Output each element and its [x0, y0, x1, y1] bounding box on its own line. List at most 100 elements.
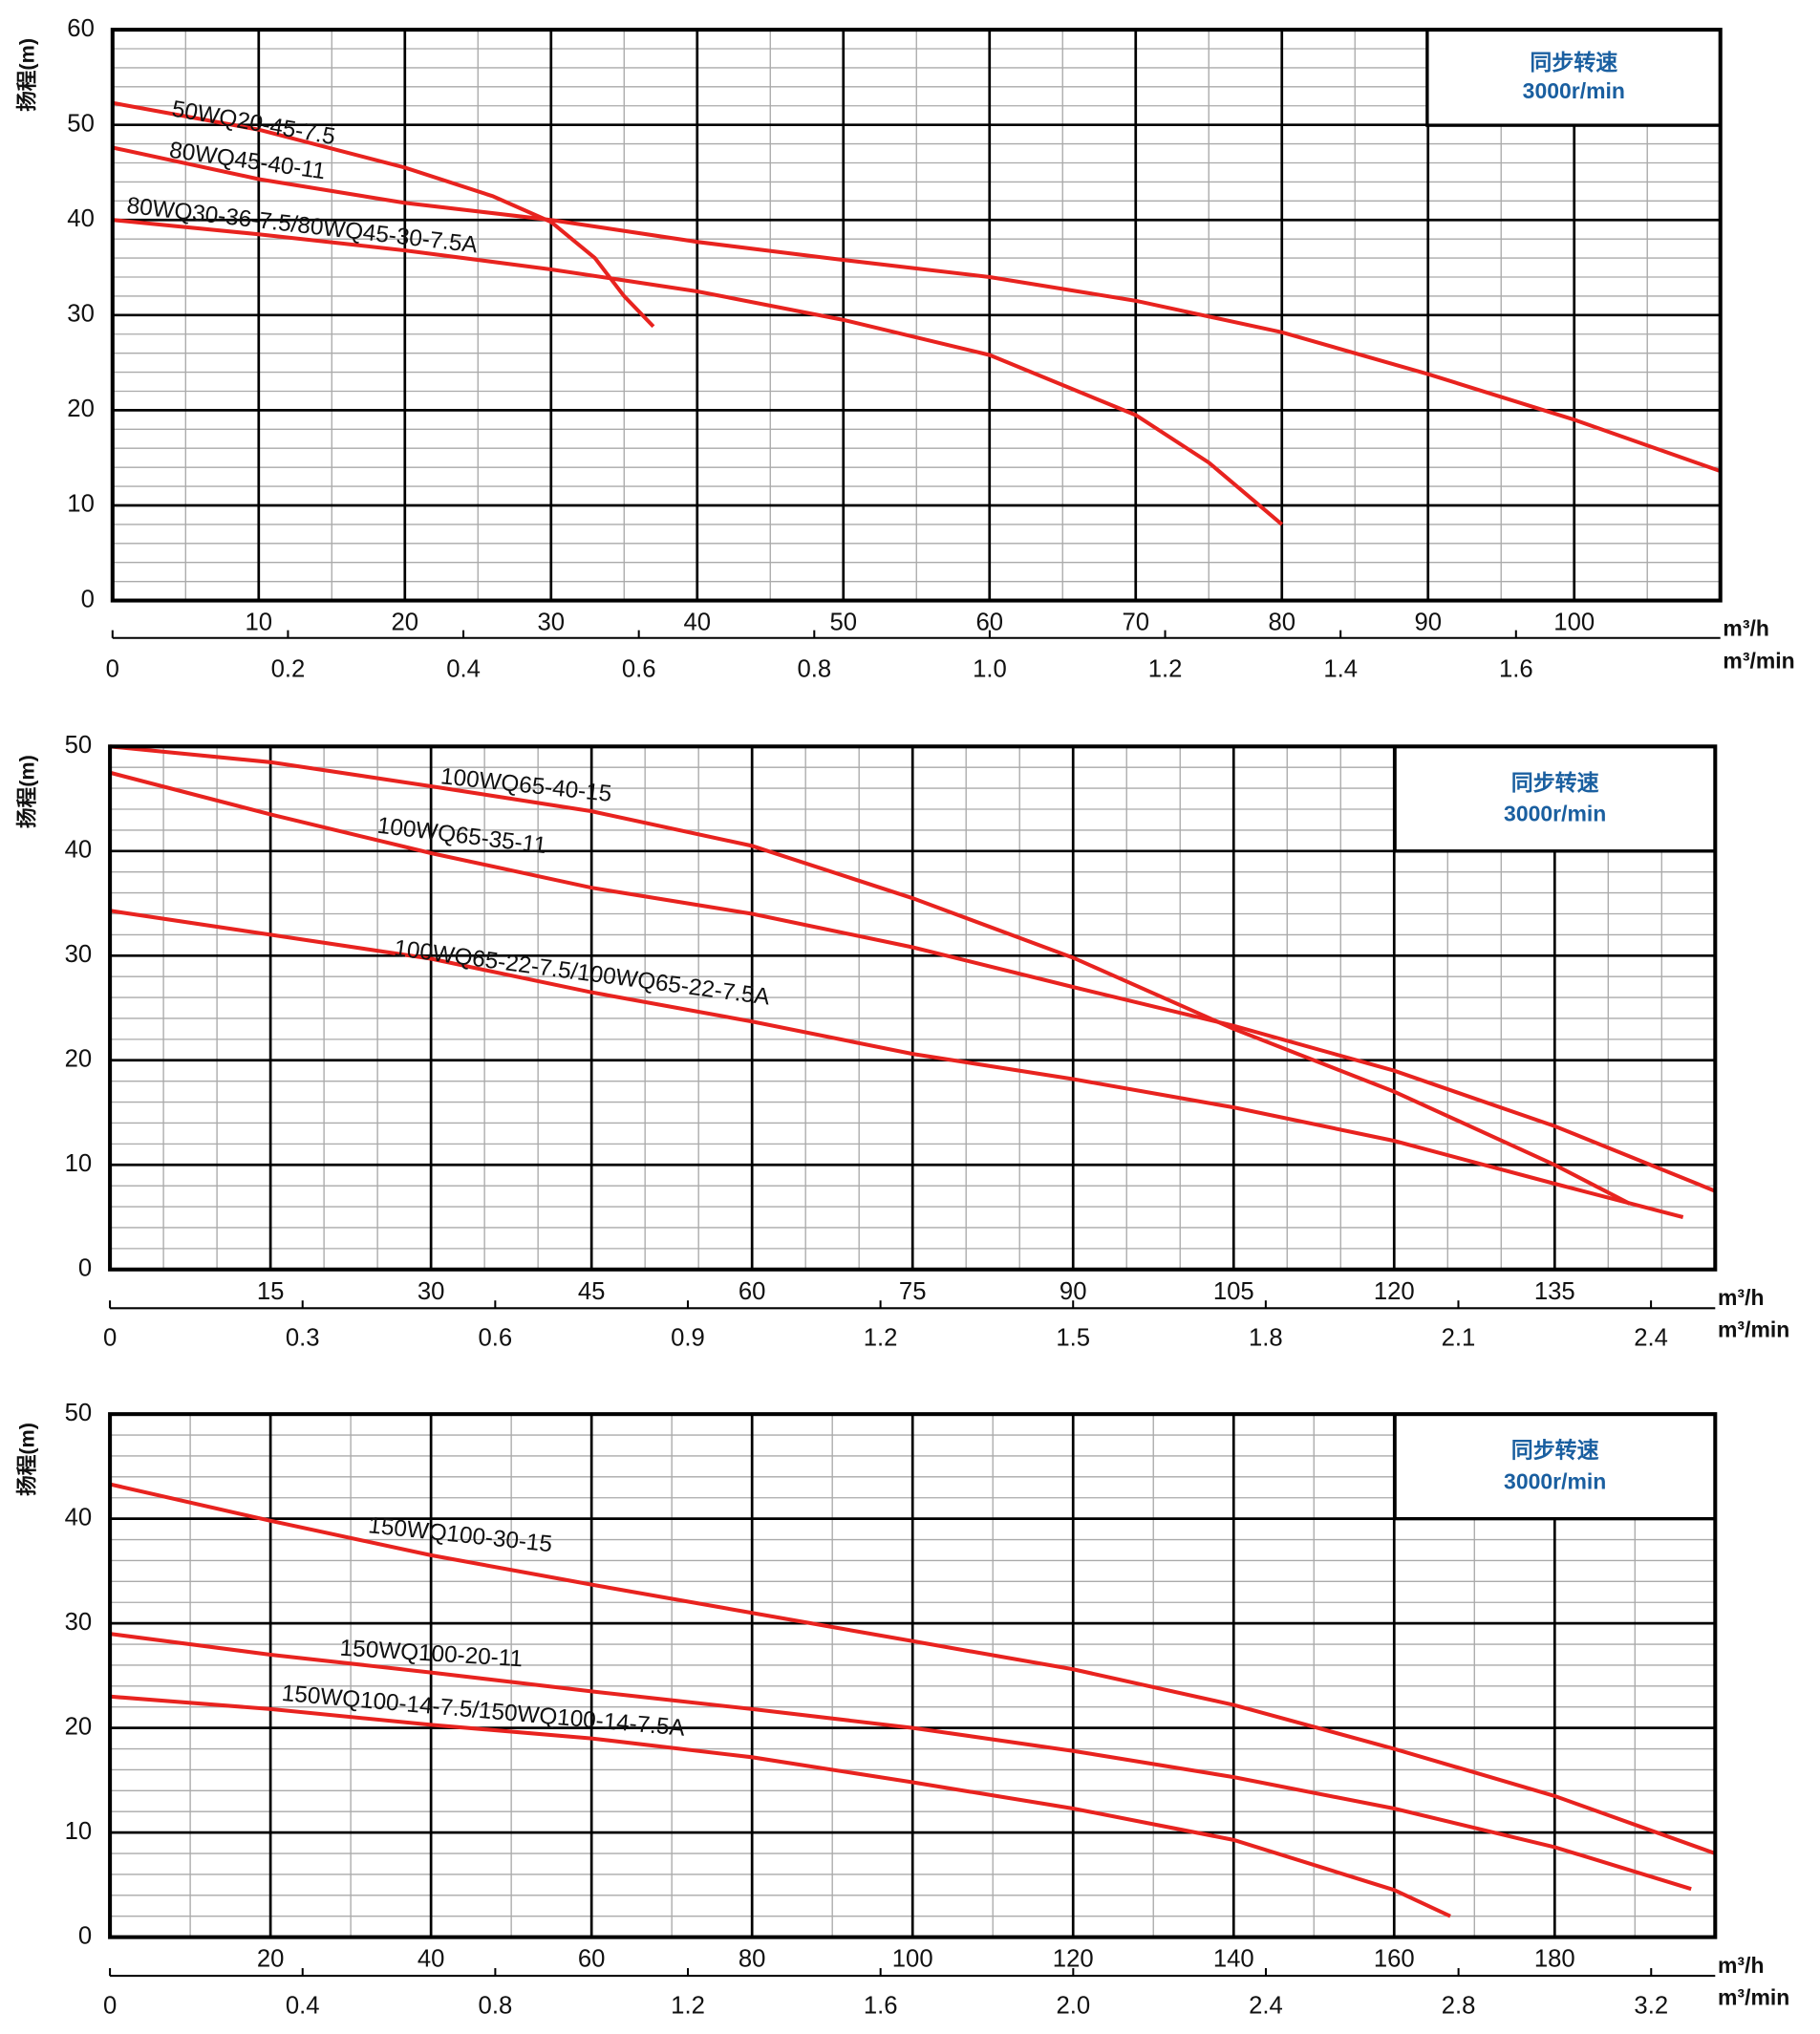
- x-tick-label: 120: [1374, 1278, 1415, 1305]
- pump-curve: [109, 1482, 1716, 1855]
- x-tick-label: 100: [1553, 610, 1595, 636]
- y-tick-label: 0: [78, 1922, 92, 1949]
- x2-tick-label: 1.0: [973, 655, 1007, 682]
- plot-border: [110, 28, 1723, 603]
- x-axis-unit: m³/h: [1718, 1285, 1764, 1310]
- x2-tick-label: 0.2: [271, 655, 306, 682]
- pump-curve: [109, 909, 1684, 1219]
- x-tick-label: 20: [392, 610, 419, 636]
- pump-curve: [112, 218, 1284, 526]
- chart-panel: 同步转速3000r/min100WQ65-40-15100WQ65-35-111…: [15, 732, 1790, 1351]
- x-tick-label: 30: [537, 610, 565, 636]
- x-axis-unit: m³/h: [1723, 616, 1768, 641]
- x2-tick-label: 2.1: [1442, 1325, 1476, 1352]
- y-tick-label: 0: [78, 1255, 92, 1282]
- x2-axis-unit: m³/min: [1718, 1317, 1789, 1342]
- y-tick-label: 10: [65, 1150, 93, 1177]
- pump-curve: [109, 744, 1631, 1206]
- x2-tick-label: 0: [103, 1325, 117, 1352]
- x2-tick-label: 1.8: [1249, 1325, 1283, 1352]
- x2-tick-label: 0.9: [671, 1325, 705, 1352]
- note-text: 同步转速: [1511, 770, 1599, 795]
- x-axis-unit: m³/h: [1718, 1953, 1764, 1978]
- x-tick-label: 60: [739, 1278, 766, 1305]
- x-tick-label: 50: [829, 610, 857, 636]
- pump-curve: [109, 1694, 1451, 1918]
- chart-panel: 同步转速3000r/min150WQ100-30-15150WQ100-20-1…: [15, 1400, 1790, 2019]
- pump-curve: [109, 770, 1717, 1193]
- note-text: 3000r/min: [1523, 78, 1625, 103]
- x2-tick-label: 0.6: [622, 655, 656, 682]
- y-tick-label: 50: [65, 732, 93, 759]
- pump-curve: [112, 145, 1722, 474]
- x-tick-label: 100: [892, 1946, 933, 1973]
- x2-tick-label: 2.4: [1249, 1992, 1283, 2019]
- y-tick-label: 40: [67, 205, 95, 232]
- x2-tick-label: 2.8: [1442, 1992, 1476, 2019]
- x2-axis-unit: m³/min: [1718, 1985, 1789, 2010]
- x2-tick-label: 3.2: [1634, 1992, 1668, 2019]
- y-axis-label: 扬程(m): [15, 38, 39, 112]
- y-tick-label: 20: [65, 1046, 93, 1073]
- y-axis-label: 扬程(m): [15, 1423, 39, 1496]
- x-tick-label: 70: [1122, 610, 1149, 636]
- pump-curve: [109, 1632, 1692, 1892]
- x2-tick-label: 0.8: [797, 655, 831, 682]
- x2-tick-label: 1.4: [1323, 655, 1358, 682]
- y-tick-label: 50: [65, 1400, 93, 1426]
- y-tick-label: 20: [65, 1713, 93, 1740]
- y-tick-label: 10: [67, 491, 95, 518]
- note-text: 同步转速: [1511, 1438, 1599, 1463]
- y-tick-label: 40: [65, 837, 93, 864]
- x2-tick-label: 1.6: [1499, 655, 1533, 682]
- x-tick-label: 180: [1534, 1946, 1575, 1973]
- note-text: 同步转速: [1530, 50, 1617, 75]
- y-tick-label: 0: [81, 586, 95, 612]
- y-tick-label: 10: [65, 1818, 93, 1845]
- y-tick-label: 30: [65, 1609, 93, 1636]
- y-tick-label: 50: [67, 110, 95, 137]
- note-box: [1393, 1412, 1718, 1521]
- x-tick-label: 160: [1374, 1946, 1415, 1973]
- x2-tick-label: 0.3: [286, 1325, 320, 1352]
- y-tick-label: 30: [65, 941, 93, 968]
- x-tick-label: 40: [418, 1946, 445, 1973]
- y-tick-label: 30: [67, 301, 95, 328]
- x-tick-label: 60: [578, 1946, 606, 1973]
- y-tick-label: 20: [67, 396, 95, 422]
- x-tick-label: 10: [246, 610, 273, 636]
- x-tick-label: 90: [1414, 610, 1442, 636]
- x-tick-label: 80: [739, 1946, 766, 1973]
- x2-tick-label: 0: [103, 1992, 117, 2019]
- note-box: [1393, 744, 1718, 853]
- chart-panel: 同步转速3000r/min50WQ20-45-7.580WQ45-40-1180…: [15, 15, 1795, 682]
- x2-tick-label: 1.2: [1148, 655, 1183, 682]
- x-tick-label: 15: [257, 1278, 285, 1305]
- plot-border: [108, 744, 1718, 1272]
- x2-tick-label: 0.8: [479, 1992, 513, 2019]
- plot-border: [108, 1412, 1718, 1939]
- x-tick-label: 40: [683, 610, 711, 636]
- note-text: 3000r/min: [1504, 1468, 1606, 1493]
- y-axis-label: 扬程(m): [15, 755, 39, 828]
- y-tick-label: 40: [65, 1504, 93, 1531]
- x2-tick-label: 2.4: [1634, 1325, 1668, 1352]
- x2-tick-label: 1.2: [864, 1325, 898, 1352]
- x2-tick-label: 0.4: [446, 655, 481, 682]
- x2-tick-label: 1.6: [864, 1992, 898, 2019]
- x2-tick-label: 1.2: [671, 1992, 705, 2019]
- note-box: [1425, 28, 1723, 127]
- x-tick-label: 20: [257, 1946, 285, 1973]
- y-tick-label: 60: [67, 15, 95, 42]
- x-tick-label: 140: [1213, 1946, 1254, 1973]
- x2-tick-label: 1.5: [1056, 1325, 1090, 1352]
- x2-axis-unit: m³/min: [1723, 649, 1794, 674]
- x2-tick-label: 0: [106, 655, 119, 682]
- x-tick-label: 75: [899, 1278, 927, 1305]
- x2-tick-label: 2.0: [1056, 1992, 1090, 2019]
- x2-tick-label: 0.4: [286, 1992, 320, 2019]
- x2-tick-label: 0.6: [479, 1325, 513, 1352]
- pump-curve: [112, 100, 655, 329]
